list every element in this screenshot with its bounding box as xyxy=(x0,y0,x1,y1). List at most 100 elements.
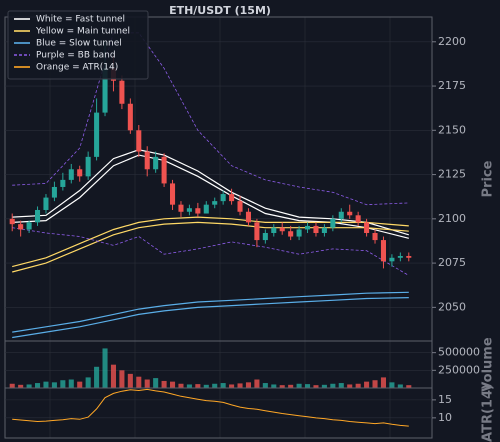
volume-bar xyxy=(364,381,370,388)
volume-bar xyxy=(262,383,268,388)
candle-body xyxy=(136,130,142,152)
y-tick-label: 15 xyxy=(438,393,452,406)
candle-body xyxy=(18,224,24,230)
candle-body xyxy=(229,194,235,202)
candle-body xyxy=(77,169,83,177)
volume-bar xyxy=(406,385,412,388)
y-tick-label: 10 xyxy=(438,411,452,424)
candle-body xyxy=(144,151,150,170)
volume-bar xyxy=(26,384,32,388)
volume-bar xyxy=(338,383,344,388)
volume-bar xyxy=(389,382,395,388)
volume-bar xyxy=(136,376,142,388)
volume-bar xyxy=(305,384,311,388)
volume-bar xyxy=(195,384,201,388)
volume-bar xyxy=(110,364,116,388)
candle-body xyxy=(313,225,319,233)
volume-bar xyxy=(9,383,15,388)
y-tick-label: 2100 xyxy=(438,212,466,225)
volume-bar xyxy=(220,383,226,388)
volume-bar xyxy=(68,379,74,388)
volume-bar xyxy=(380,377,386,388)
indicator-line xyxy=(12,32,409,206)
candle-body xyxy=(330,218,336,228)
candle-body xyxy=(220,194,226,202)
volume-bar xyxy=(144,379,150,388)
legend-label: White = Fast tunnel xyxy=(36,15,125,25)
candle-body xyxy=(237,201,243,212)
legend-label: Purple = BB band xyxy=(36,51,116,61)
volume-bar xyxy=(288,384,294,388)
volume-bar xyxy=(94,366,100,388)
volume-bar xyxy=(330,383,336,388)
volume-bar xyxy=(347,384,353,388)
candle-body xyxy=(338,211,344,219)
volume-bar xyxy=(170,381,176,388)
candle-body xyxy=(245,211,251,223)
candle-body xyxy=(35,209,41,223)
y-axis-label: ATR(14) xyxy=(481,384,496,442)
candle-body xyxy=(380,240,386,262)
indicator-line xyxy=(12,297,409,339)
candle-body xyxy=(102,68,108,113)
candle-body xyxy=(178,204,184,212)
candle-body xyxy=(364,222,370,233)
candle-body xyxy=(279,227,285,232)
legend: White = Fast tunnel Yellow = Main tunnel B… xyxy=(7,10,149,80)
candle-body xyxy=(406,256,412,258)
volume-bar xyxy=(279,385,285,388)
volume-bar xyxy=(102,348,108,388)
candle-body xyxy=(203,204,209,214)
volume-bar xyxy=(212,383,218,388)
y-axis-label: Volume xyxy=(481,337,496,392)
volume-bar xyxy=(60,380,66,388)
candle-body xyxy=(288,231,294,237)
candle-body xyxy=(262,233,268,241)
volume-bar xyxy=(35,383,41,388)
indicator-line xyxy=(12,291,409,333)
volume-bar xyxy=(372,380,378,388)
candle-body xyxy=(305,225,311,230)
candle-body xyxy=(85,156,91,177)
candle-body xyxy=(347,211,353,216)
candle-body xyxy=(43,197,49,210)
volume-bar xyxy=(161,380,167,388)
volume-bar xyxy=(321,384,327,388)
volume-bar xyxy=(43,381,49,388)
candle-body xyxy=(60,179,66,187)
legend-label: Blue = Slow tunnel xyxy=(36,39,122,49)
y-tick-label: 2125 xyxy=(438,168,466,181)
candle-body xyxy=(94,112,100,157)
volume-bar xyxy=(313,385,319,388)
candle-body xyxy=(68,169,74,180)
candle-body xyxy=(51,186,57,198)
volume-bar xyxy=(397,384,403,388)
candle-body xyxy=(161,156,167,184)
volume-bar xyxy=(186,384,192,388)
candle-body xyxy=(9,218,15,225)
y-tick-label: 250000 xyxy=(438,363,480,376)
volume-bar xyxy=(119,370,125,388)
candle-body xyxy=(321,227,327,233)
volume-bar xyxy=(203,384,209,388)
volume-bar xyxy=(77,381,83,388)
candle-body xyxy=(153,156,159,170)
volume-bar xyxy=(51,382,57,388)
volume-bar xyxy=(127,373,133,388)
volume-bar xyxy=(153,378,159,388)
candle-body xyxy=(195,208,201,214)
indicator-line xyxy=(12,227,410,276)
candle-body xyxy=(170,183,176,205)
candle-body xyxy=(186,208,192,212)
y-tick-label: 2150 xyxy=(438,123,466,136)
volume-bar xyxy=(254,379,260,388)
volume-bar xyxy=(271,384,277,388)
candle-body xyxy=(372,233,378,241)
volume-bar xyxy=(245,382,251,388)
y-tick-label: 500000 xyxy=(438,346,480,359)
y-tick-label: 2175 xyxy=(438,79,466,92)
volume-bar xyxy=(85,377,91,388)
candle-body xyxy=(26,222,32,230)
volume-bar xyxy=(237,383,243,388)
